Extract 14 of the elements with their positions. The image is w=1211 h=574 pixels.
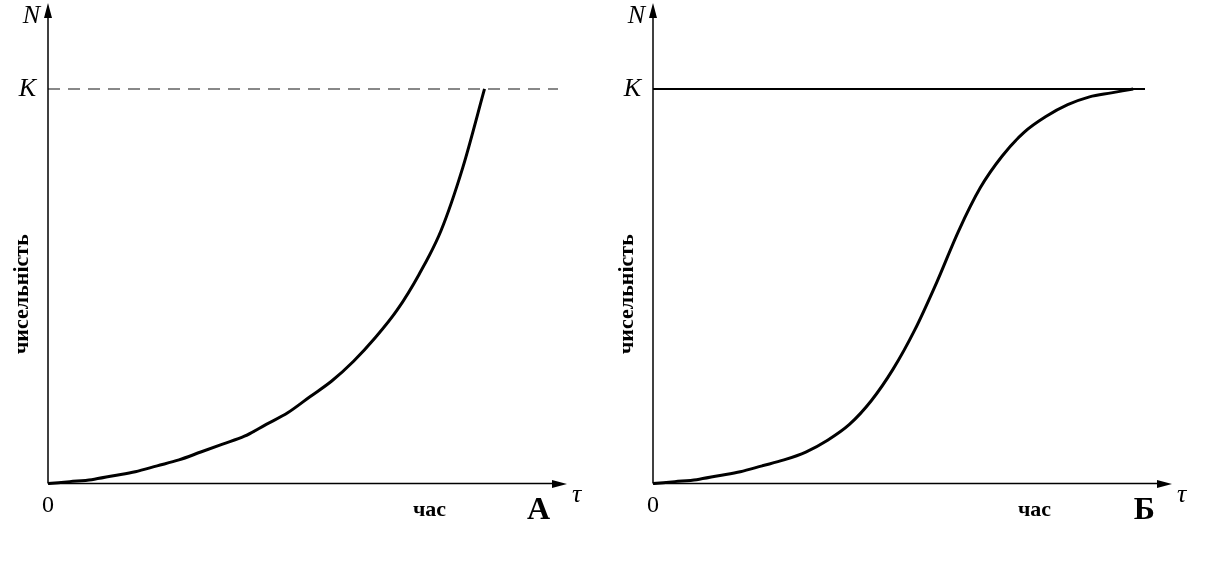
ref-line-label: K bbox=[17, 72, 38, 102]
text: τ bbox=[572, 479, 583, 509]
text: 0 bbox=[647, 490, 659, 517]
text: N bbox=[626, 0, 647, 29]
text: Б bbox=[1133, 490, 1155, 527]
text: А bbox=[526, 490, 550, 527]
text: τ bbox=[1177, 479, 1188, 509]
ref-line-label: K bbox=[622, 72, 643, 102]
text: 0 bbox=[42, 490, 54, 517]
text: N bbox=[21, 0, 42, 29]
y-axis-title: чисельність bbox=[612, 233, 638, 355]
x-axis-title: час bbox=[1017, 496, 1052, 522]
y-axis-title: чисельність bbox=[7, 233, 33, 355]
x-axis-title: час bbox=[412, 496, 447, 522]
